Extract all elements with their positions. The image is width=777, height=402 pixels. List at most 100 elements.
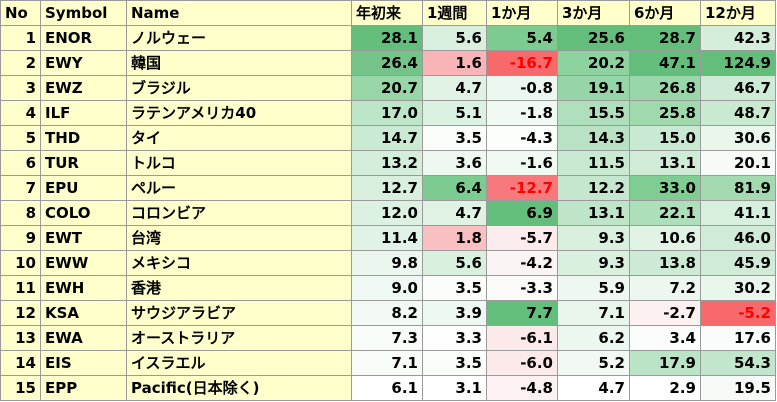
- cell-symbol: TUR: [40, 150, 127, 176]
- table-row: 13 EWA オーストラリア 7.3 3.3 -6.1 6.2 3.4 17.6: [0, 325, 776, 351]
- header-ytd: 年初来: [351, 0, 423, 26]
- cell-name: 韓国: [126, 50, 352, 76]
- cell-1week: 3.6: [422, 150, 487, 176]
- table-row: 6 TUR トルコ 13.2 3.6 -1.6 11.5 13.1 20.1: [0, 150, 776, 176]
- header-symbol: Symbol: [40, 0, 127, 26]
- cell-6month: 22.1: [629, 200, 701, 226]
- cell-name: ノルウェー: [126, 25, 352, 51]
- cell-6month: 13.8: [629, 250, 701, 276]
- cell-1week: 3.5: [422, 350, 487, 376]
- cell-12month: 30.6: [700, 125, 776, 151]
- cell-1month: -0.8: [486, 75, 558, 101]
- cell-ytd: 13.2: [351, 150, 423, 176]
- cell-symbol: COLO: [40, 200, 127, 226]
- cell-name: ラテンアメリカ40: [126, 100, 352, 126]
- cell-name: 香港: [126, 275, 352, 301]
- cell-no: 4: [0, 100, 41, 126]
- cell-3month: 19.1: [557, 75, 630, 101]
- table-row: 7 EPU ペルー 12.7 6.4 -12.7 12.2 33.0 81.9: [0, 175, 776, 201]
- cell-name: イスラエル: [126, 350, 352, 376]
- header-name: Name: [126, 0, 352, 26]
- cell-6month: 25.8: [629, 100, 701, 126]
- cell-ytd: 9.0: [351, 275, 423, 301]
- cell-symbol: EIS: [40, 350, 127, 376]
- cell-12month: 42.3: [700, 25, 776, 51]
- cell-no: 12: [0, 300, 41, 326]
- table-row: 5 THD タイ 14.7 3.5 -4.3 14.3 15.0 30.6: [0, 125, 776, 151]
- cell-1week: 3.1: [422, 375, 487, 401]
- cell-no: 5: [0, 125, 41, 151]
- cell-ytd: 7.3: [351, 325, 423, 351]
- cell-3month: 4.7: [557, 375, 630, 401]
- cell-3month: 11.5: [557, 150, 630, 176]
- header-6month: 6か月: [629, 0, 701, 26]
- cell-12month: 81.9: [700, 175, 776, 201]
- cell-6month: 17.9: [629, 350, 701, 376]
- cell-1week: 5.1: [422, 100, 487, 126]
- cell-symbol: EWW: [40, 250, 127, 276]
- cell-6month: 13.1: [629, 150, 701, 176]
- cell-12month: -5.2: [700, 300, 776, 326]
- cell-ytd: 20.7: [351, 75, 423, 101]
- cell-symbol: EPP: [40, 375, 127, 401]
- table-row: 1 ENOR ノルウェー 28.1 5.6 5.4 25.6 28.7 42.3: [0, 25, 776, 51]
- cell-ytd: 12.7: [351, 175, 423, 201]
- header-row: No Symbol Name 年初来 1週間 1か月 3か月 6か月 12か月: [0, 0, 776, 26]
- cell-1month: 6.9: [486, 200, 558, 226]
- cell-ytd: 14.7: [351, 125, 423, 151]
- cell-12month: 46.0: [700, 225, 776, 251]
- cell-3month: 20.2: [557, 50, 630, 76]
- cell-12month: 17.6: [700, 325, 776, 351]
- table-row: 4 ILF ラテンアメリカ40 17.0 5.1 -1.8 15.5 25.8 48.7: [0, 100, 776, 126]
- cell-no: 8: [0, 200, 41, 226]
- cell-ytd: 11.4: [351, 225, 423, 251]
- cell-1week: 4.7: [422, 200, 487, 226]
- cell-1month: -5.7: [486, 225, 558, 251]
- table-row: 2 EWY 韓国 26.4 1.6 -16.7 20.2 47.1 124.9: [0, 50, 776, 76]
- cell-12month: 48.7: [700, 100, 776, 126]
- cell-1week: 4.7: [422, 75, 487, 101]
- cell-no: 7: [0, 175, 41, 201]
- cell-name: メキシコ: [126, 250, 352, 276]
- cell-12month: 45.9: [700, 250, 776, 276]
- cell-6month: 15.0: [629, 125, 701, 151]
- cell-1month: -4.2: [486, 250, 558, 276]
- cell-3month: 9.3: [557, 250, 630, 276]
- cell-no: 9: [0, 225, 41, 251]
- cell-name: ペルー: [126, 175, 352, 201]
- cell-12month: 20.1: [700, 150, 776, 176]
- cell-no: 6: [0, 150, 41, 176]
- cell-1week: 3.5: [422, 275, 487, 301]
- cell-ytd: 28.1: [351, 25, 423, 51]
- cell-6month: 26.8: [629, 75, 701, 101]
- cell-symbol: EPU: [40, 175, 127, 201]
- cell-12month: 124.9: [700, 50, 776, 76]
- cell-ytd: 9.8: [351, 250, 423, 276]
- cell-1month: 7.7: [486, 300, 558, 326]
- cell-1week: 1.8: [422, 225, 487, 251]
- cell-ytd: 17.0: [351, 100, 423, 126]
- cell-12month: 19.5: [700, 375, 776, 401]
- cell-3month: 7.1: [557, 300, 630, 326]
- table-row: 8 COLO コロンビア 12.0 4.7 6.9 13.1 22.1 41.1: [0, 200, 776, 226]
- cell-3month: 5.9: [557, 275, 630, 301]
- cell-6month: -2.7: [629, 300, 701, 326]
- table-row: 11 EWH 香港 9.0 3.5 -3.3 5.9 7.2 30.2: [0, 275, 776, 301]
- cell-3month: 9.3: [557, 225, 630, 251]
- cell-no: 13: [0, 325, 41, 351]
- cell-1week: 3.3: [422, 325, 487, 351]
- cell-ytd: 8.2: [351, 300, 423, 326]
- cell-3month: 13.1: [557, 200, 630, 226]
- cell-no: 14: [0, 350, 41, 376]
- cell-6month: 2.9: [629, 375, 701, 401]
- cell-3month: 6.2: [557, 325, 630, 351]
- cell-ytd: 6.1: [351, 375, 423, 401]
- cell-6month: 10.6: [629, 225, 701, 251]
- cell-12month: 41.1: [700, 200, 776, 226]
- cell-3month: 15.5: [557, 100, 630, 126]
- cell-6month: 3.4: [629, 325, 701, 351]
- cell-no: 1: [0, 25, 41, 51]
- cell-symbol: EWA: [40, 325, 127, 351]
- header-1month: 1か月: [486, 0, 558, 26]
